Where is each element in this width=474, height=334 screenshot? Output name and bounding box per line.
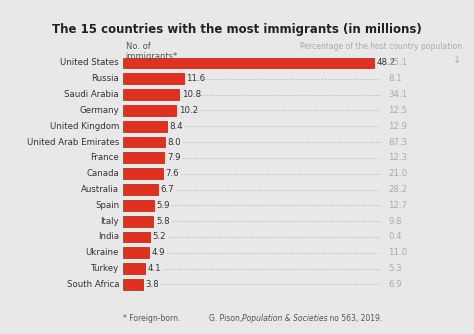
Text: 12.5: 12.5 xyxy=(388,106,407,115)
Text: 8.1: 8.1 xyxy=(388,74,402,83)
Text: United Kingdom: United Kingdom xyxy=(50,122,119,131)
Text: 4.9: 4.9 xyxy=(151,248,165,257)
Bar xyxy=(123,73,183,84)
Text: Italy: Italy xyxy=(100,217,119,226)
Bar xyxy=(123,279,143,290)
Bar xyxy=(123,184,158,195)
Text: 10.8: 10.8 xyxy=(182,90,201,99)
Bar xyxy=(123,153,164,163)
Bar xyxy=(123,57,374,68)
Text: Saudi Arabia: Saudi Arabia xyxy=(64,90,119,99)
Text: Australia: Australia xyxy=(81,185,119,194)
Text: 6.7: 6.7 xyxy=(161,185,174,194)
Bar xyxy=(123,263,145,274)
Text: France: France xyxy=(91,153,119,162)
Text: Turkey: Turkey xyxy=(91,264,119,273)
Bar xyxy=(123,168,163,179)
Text: 8.4: 8.4 xyxy=(170,122,183,131)
Bar xyxy=(123,105,176,116)
Text: 10.2: 10.2 xyxy=(179,106,198,115)
Text: 12.7: 12.7 xyxy=(388,201,407,210)
Text: Ukraine: Ukraine xyxy=(86,248,119,257)
Text: 11.6: 11.6 xyxy=(186,74,205,83)
Text: 5.3: 5.3 xyxy=(388,264,402,273)
Text: 5.9: 5.9 xyxy=(156,201,170,210)
Text: 7.6: 7.6 xyxy=(165,169,179,178)
Text: 0.4: 0.4 xyxy=(388,232,402,241)
Bar xyxy=(123,137,165,147)
Text: 3.8: 3.8 xyxy=(146,280,159,289)
Text: South Africa: South Africa xyxy=(66,280,119,289)
Text: 21.0: 21.0 xyxy=(388,169,407,178)
Text: United States: United States xyxy=(61,58,119,67)
Text: Percentage of the host country population: Percentage of the host country populatio… xyxy=(300,42,462,51)
Text: 5.8: 5.8 xyxy=(156,217,170,226)
Bar xyxy=(123,121,167,132)
Bar xyxy=(123,247,149,258)
Text: ↓: ↓ xyxy=(453,55,462,65)
Text: 4.1: 4.1 xyxy=(147,264,161,273)
Text: 12.3: 12.3 xyxy=(388,153,407,162)
Text: 9.8: 9.8 xyxy=(388,217,402,226)
Text: Canada: Canada xyxy=(86,169,119,178)
Text: G. Pison,: G. Pison, xyxy=(209,314,244,323)
Text: Germany: Germany xyxy=(79,106,119,115)
Text: 11.0: 11.0 xyxy=(388,248,407,257)
Text: The 15 countries with the most immigrants (in millions): The 15 countries with the most immigrant… xyxy=(52,23,422,36)
Text: 8.0: 8.0 xyxy=(167,138,181,147)
Bar xyxy=(123,89,179,100)
Text: 15.1: 15.1 xyxy=(388,58,407,67)
Bar xyxy=(123,200,154,211)
Text: Population & Societies: Population & Societies xyxy=(242,314,328,323)
Text: 5.2: 5.2 xyxy=(153,232,166,241)
Text: 7.9: 7.9 xyxy=(167,153,181,162)
Text: 34.1: 34.1 xyxy=(388,90,407,99)
Text: 12.9: 12.9 xyxy=(388,122,407,131)
Text: 87.3: 87.3 xyxy=(388,138,407,147)
Text: * Foreign-born.: * Foreign-born. xyxy=(123,314,181,323)
Bar xyxy=(123,231,150,242)
Text: 48.2: 48.2 xyxy=(376,58,395,67)
Text: Spain: Spain xyxy=(95,201,119,210)
Bar xyxy=(123,216,154,226)
Text: 6.9: 6.9 xyxy=(388,280,402,289)
Text: no 563, 2019.: no 563, 2019. xyxy=(327,314,383,323)
Text: India: India xyxy=(98,232,119,241)
Text: 28.2: 28.2 xyxy=(388,185,407,194)
Text: Russia: Russia xyxy=(91,74,119,83)
Text: No. of
immigrants*: No. of immigrants* xyxy=(126,42,178,61)
Text: United Arab Emirates: United Arab Emirates xyxy=(27,138,119,147)
